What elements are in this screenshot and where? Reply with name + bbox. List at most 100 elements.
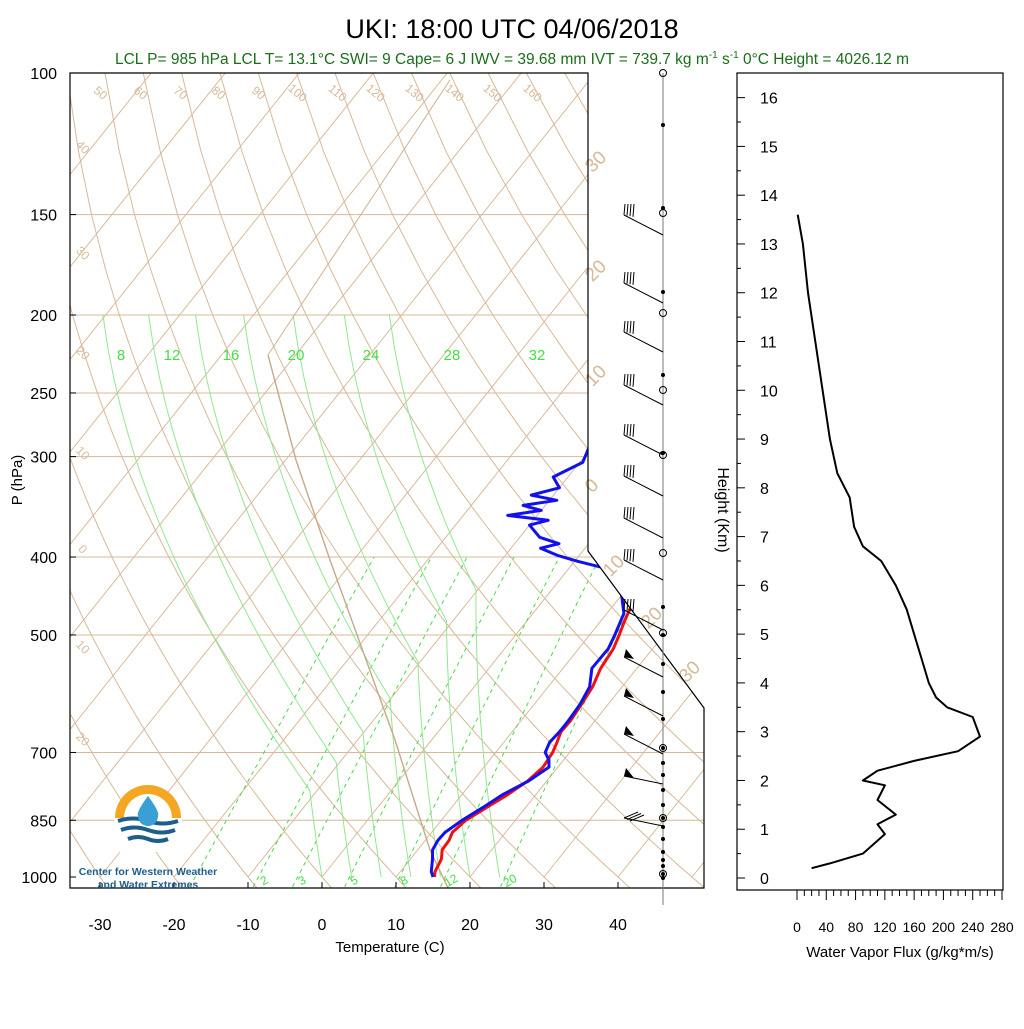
moist-adiabat-line	[244, 315, 411, 877]
dry-adiabat-line	[641, 73, 1024, 894]
pressure-tick-label: 300	[30, 450, 57, 467]
height-tick-label: 2	[760, 773, 769, 790]
subtitle-main: LCL P= 985 hPa LCL T= 13.1°C SWI= 9 Cape…	[115, 51, 709, 68]
temperature-tick-label: -30	[88, 917, 111, 934]
wind-level-dot	[661, 605, 665, 609]
height-tick-label: 4	[760, 676, 769, 693]
isotherm-line	[100, 73, 743, 877]
wind-barb-feather	[633, 549, 634, 562]
moist-adiabat-label: 12	[164, 347, 181, 364]
logo: Center for Western Weather and Water Ext…	[79, 785, 217, 891]
wind-level-dot	[661, 850, 665, 854]
flux-tick-label: 80	[848, 919, 864, 935]
mixing-ratio-label: 20	[501, 871, 520, 890]
wind-level-dot	[661, 858, 665, 862]
moist-adiabat-line	[344, 315, 470, 877]
flux-tick-label: 280	[990, 919, 1014, 935]
flux-tick-label: 40	[818, 919, 834, 935]
height-tick-label: 12	[760, 286, 778, 303]
dry-adiabat-label: 130	[402, 81, 427, 105]
wind-barb-feather	[627, 549, 628, 561]
isotherm-line	[248, 73, 891, 877]
wind-level-dot	[661, 837, 665, 841]
flux-tick-label: 160	[902, 919, 926, 935]
flux-tick-label: 240	[961, 919, 985, 935]
wind-barb-staff	[624, 560, 663, 580]
moist-adiabat-line	[196, 315, 382, 877]
isotherm-label: 10	[73, 443, 93, 463]
mixing-ratio-label: 3	[296, 873, 309, 889]
height-tick-label: 8	[760, 481, 769, 498]
wind-barb-feather	[633, 272, 634, 285]
pressure-tick-label: 400	[30, 550, 57, 567]
mixing-ratio-label: 8	[398, 873, 411, 889]
wind-level-dot	[661, 803, 665, 807]
skewt-background	[0, 73, 1024, 894]
wind-level-dot	[661, 788, 665, 792]
wind-barb-staff	[624, 696, 663, 716]
subtitle-mid: s	[718, 51, 730, 68]
wind-barb-feather	[633, 424, 634, 437]
isotherm-line	[322, 73, 965, 877]
wind-barb-feather	[630, 204, 631, 216]
flux-y-axis-label: Height (Km)	[714, 467, 731, 552]
temperature-tick-label: 20	[461, 917, 479, 934]
temperature-tick-label: 0	[318, 917, 327, 934]
wind-barb-staff	[624, 476, 663, 496]
moist-adiabat-label: 16	[223, 347, 240, 364]
wind-barb-feather	[627, 374, 628, 386]
moist-adiabat-label: 24	[363, 347, 380, 364]
wind-barb-feather	[624, 549, 625, 560]
flux-tick-label: 200	[932, 919, 956, 935]
wind-barb-feather	[624, 465, 625, 476]
dry-adiabat-label: 150	[480, 81, 505, 105]
wind-barb-staff	[624, 332, 663, 352]
isotherm-line	[26, 73, 669, 877]
wind-barb-feather	[624, 424, 625, 435]
wind-level-dot	[661, 290, 665, 294]
wind-barb-feather	[633, 374, 634, 387]
isotherm-line	[692, 73, 1024, 877]
moist-adiabat-label: 20	[288, 347, 305, 364]
isotherm-label-large: 0	[581, 475, 603, 497]
wind-barb-icon	[624, 726, 663, 754]
wind-barb-feather	[633, 599, 634, 612]
height-tick-label: 15	[760, 139, 778, 156]
wind-barb-feather	[630, 374, 631, 386]
moist-adiabat-label: 28	[444, 347, 461, 364]
wind-barb-icon	[624, 272, 663, 303]
wind-barb-feather	[633, 204, 634, 217]
isotherm-label-large: 30	[675, 657, 705, 687]
dry-adiabat-line	[297, 73, 938, 894]
flux-x-axis-label: Water Vapor Flux (g/kg*m/s)	[806, 944, 994, 961]
pressure-tick-label: 150	[30, 208, 57, 225]
dry-adiabat-label: 70	[171, 83, 190, 103]
wind-barb-feather	[624, 507, 625, 518]
height-tick-label: 3	[760, 725, 769, 742]
isotherm-line	[0, 73, 521, 877]
height-tick-label: 7	[760, 530, 769, 547]
pressure-tick-label: 200	[30, 308, 57, 325]
height-tick-label: 14	[760, 188, 778, 205]
wind-level-dot	[661, 123, 665, 127]
wind-barb-staff	[624, 283, 663, 303]
isotherm-label: 10	[73, 637, 93, 657]
mixing-ratio-label: 2	[258, 873, 271, 889]
wind-level-dot	[661, 872, 665, 876]
wind-barb-feather	[627, 465, 628, 477]
wind-level-dot	[661, 816, 665, 820]
y-axis-label: P (hPa)	[9, 455, 26, 506]
chart-subtitle: LCL P= 985 hPa LCL T= 13.1°C SWI= 9 Cape…	[115, 50, 909, 68]
isotherm-label-large: 20	[581, 256, 611, 286]
isotherm-label: 40	[73, 137, 93, 157]
wind-barb-staff	[624, 818, 663, 826]
height-tick-label: 6	[760, 578, 769, 595]
wind-level-dot	[661, 690, 665, 694]
wind-barb-feather	[630, 465, 631, 477]
temperature-tick-label: -20	[162, 917, 185, 934]
wind-barb-feather	[630, 549, 631, 561]
wind-barb-feather	[630, 321, 631, 333]
